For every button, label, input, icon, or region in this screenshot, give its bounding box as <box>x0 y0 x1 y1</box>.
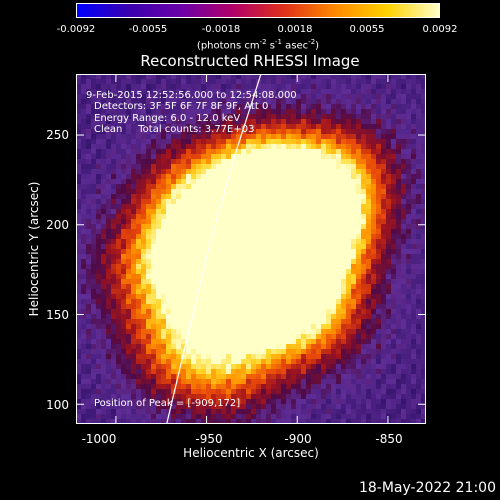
x-tick-label: -1000 <box>81 432 117 446</box>
colorbar-unit-label: (photons cm-2 s-1 asec-2) <box>196 38 320 52</box>
y-tick-label: 250 <box>46 128 69 142</box>
y-tick-label: 100 <box>46 398 69 412</box>
plot-frame <box>76 74 426 424</box>
solar-limb-line <box>166 74 262 424</box>
colorbar <box>76 3 440 18</box>
energy-range-label: Energy Range: 6.0 - 12.0 keV <box>94 113 241 124</box>
colorbar-tick-label: 0.0092 <box>422 24 458 35</box>
colorbar-tick-label: -0.0018 <box>201 24 241 35</box>
x-tick-label: -950 <box>195 432 223 446</box>
x-axis-label: Heliocentric X (arcsec) <box>183 446 319 460</box>
heatmap-cells <box>76 74 426 424</box>
x-tick-label: -900 <box>284 432 312 446</box>
y-tick-label: 200 <box>46 218 69 232</box>
plot-area <box>76 74 426 424</box>
x-tick-label: -850 <box>375 432 403 446</box>
chart-title: Reconstructed RHESSI Image <box>140 52 360 70</box>
time-range-label: 9-Feb-2015 12:52:56.000 to 12:54:08.000 <box>86 90 297 101</box>
colorbar-tick-label: 0.0018 <box>277 24 313 35</box>
plot-date-stamp: 18-May-2022 21:00 <box>358 480 496 496</box>
clean-counts-label: Clean Total counts: 3.77E+03 <box>94 124 255 135</box>
colorbar-tick-label: -0.0055 <box>128 24 168 35</box>
heatmap-image <box>76 74 426 424</box>
detectors-label: Detectors: 3F 5F 6F 7F 8F 9F, Att 0 <box>94 101 269 112</box>
colorbar-tick-label: -0.0092 <box>56 24 96 35</box>
colorbar-tick-label: 0.0055 <box>349 24 385 35</box>
peak-position-label: Position of Peak = [-909,172] <box>94 398 241 409</box>
y-axis-label: Heliocentric Y (arcsec) <box>27 181 41 317</box>
y-tick-label: 150 <box>46 308 69 322</box>
